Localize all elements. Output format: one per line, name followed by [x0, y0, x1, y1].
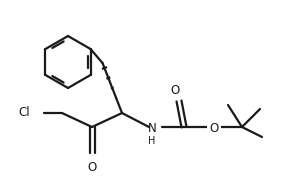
Text: O: O: [87, 161, 96, 174]
Text: O: O: [170, 84, 180, 97]
Text: O: O: [209, 122, 219, 135]
Text: N: N: [148, 122, 156, 135]
Text: H: H: [148, 136, 156, 146]
Text: Cl: Cl: [18, 107, 30, 119]
